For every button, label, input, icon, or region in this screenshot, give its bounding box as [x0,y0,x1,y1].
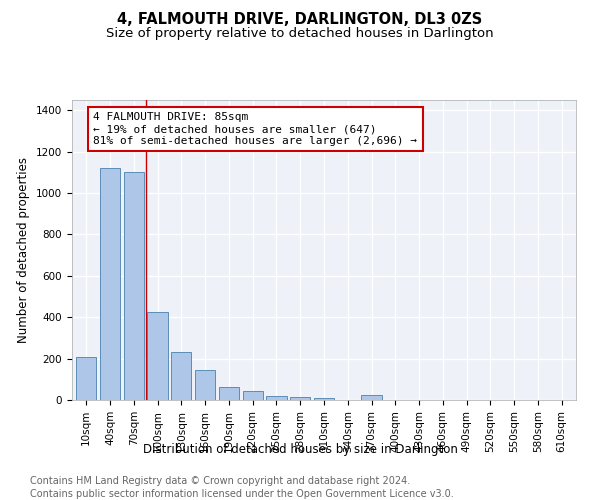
Bar [242,392,263,400]
Bar [76,356,97,400]
Y-axis label: Number of detached properties: Number of detached properties [17,157,31,343]
Text: Contains public sector information licensed under the Open Government Licence v3: Contains public sector information licen… [30,489,454,499]
Bar [290,397,310,400]
Bar [266,396,287,400]
Bar [171,352,191,400]
Bar [148,312,167,400]
Bar [314,398,334,400]
Bar [100,168,120,400]
Bar [219,387,239,400]
Bar [124,172,144,400]
Text: Distribution of detached houses by size in Darlington: Distribution of detached houses by size … [143,442,457,456]
Text: Contains HM Land Registry data © Crown copyright and database right 2024.: Contains HM Land Registry data © Crown c… [30,476,410,486]
Text: 4 FALMOUTH DRIVE: 85sqm
← 19% of detached houses are smaller (647)
81% of semi-d: 4 FALMOUTH DRIVE: 85sqm ← 19% of detache… [94,112,418,146]
Bar [195,370,215,400]
Text: Size of property relative to detached houses in Darlington: Size of property relative to detached ho… [106,28,494,40]
Bar [361,396,382,400]
Text: 4, FALMOUTH DRIVE, DARLINGTON, DL3 0ZS: 4, FALMOUTH DRIVE, DARLINGTON, DL3 0ZS [118,12,482,28]
